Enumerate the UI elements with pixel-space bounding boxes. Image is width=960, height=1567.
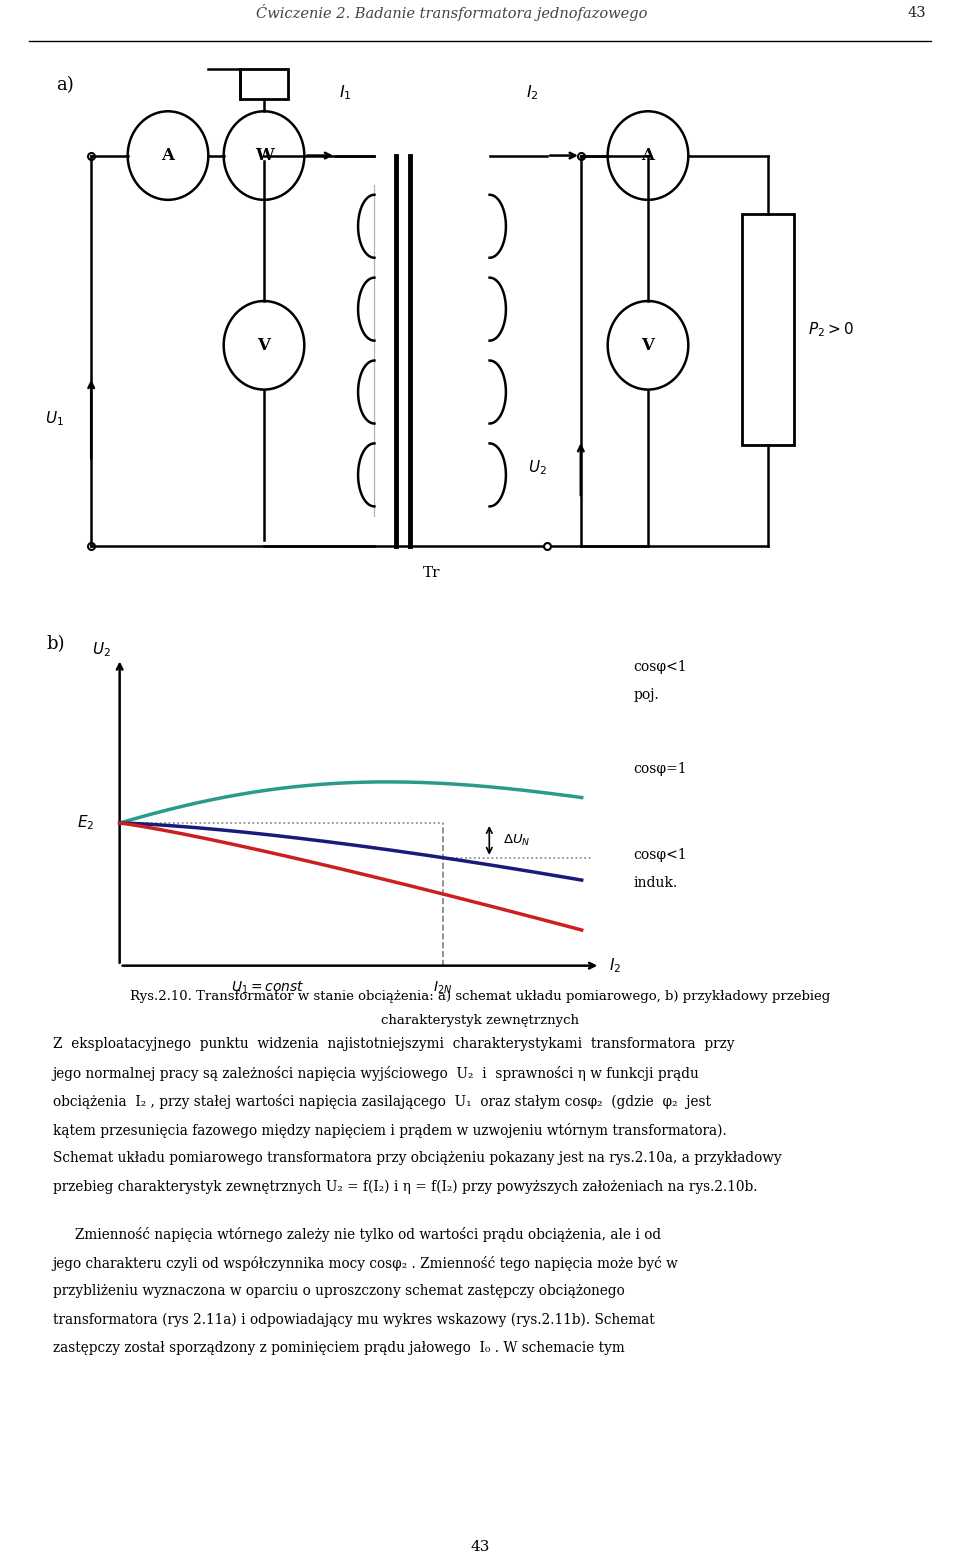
Text: $I_2$: $I_2$: [610, 956, 621, 975]
Text: V: V: [257, 337, 271, 354]
Text: $P_2>0$: $P_2>0$: [808, 320, 854, 338]
Text: 43: 43: [470, 1540, 490, 1554]
Text: V: V: [641, 337, 655, 354]
Text: jego charakteru czyli od współczynnika mocy cosφ₂ . Zmienność tego napięcia może: jego charakteru czyli od współczynnika m…: [53, 1255, 679, 1271]
Text: charakterystyk zewnętrznych: charakterystyk zewnętrznych: [381, 1014, 579, 1026]
Text: $\Delta U_N$: $\Delta U_N$: [503, 832, 531, 848]
Text: induk.: induk.: [634, 876, 678, 890]
Text: W: W: [254, 147, 274, 165]
Text: A: A: [641, 147, 655, 165]
Text: Tr: Tr: [423, 566, 441, 580]
Text: $I_1$: $I_1$: [339, 83, 352, 102]
Text: przybliżeniu wyznaczona w oparciu o uproszczony schemat zastępczy obciążonego: przybliżeniu wyznaczona w oparciu o upro…: [53, 1285, 625, 1299]
Text: $I_{2N}$: $I_{2N}$: [433, 979, 453, 997]
Text: 43: 43: [908, 6, 926, 19]
Text: zastępczy został sporządzony z pominięciem prądu jałowego  I₀ . W schemacie tym: zastępczy został sporządzony z pominięci…: [53, 1341, 625, 1355]
Text: kątem przesunięcia fazowego między napięciem i prądem w uzwojeniu wtórnym transf: kątem przesunięcia fazowego między napię…: [53, 1124, 727, 1138]
Text: Rys.2.10. Transformator w stanie obciążenia: a) schemat układu pomiarowego, b) p: Rys.2.10. Transformator w stanie obciąże…: [130, 990, 830, 1003]
Text: cosφ=1: cosφ=1: [634, 762, 687, 776]
Text: obciążenia  I₂ , przy stałej wartości napięcia zasilającego  U₁  oraz stałym cos: obciążenia I₂ , przy stałej wartości nap…: [53, 1094, 710, 1109]
Text: A: A: [161, 147, 175, 165]
Text: cosφ<1: cosφ<1: [634, 848, 687, 862]
Text: b): b): [46, 635, 64, 652]
Text: Z  eksploatacyjnego  punktu  widzenia  najistotniejszymi  charakterystykami  tra: Z eksploatacyjnego punktu widzenia najis…: [53, 1037, 734, 1051]
Text: $E_2$: $E_2$: [77, 813, 94, 832]
Text: Schemat układu pomiarowego transformatora przy obciążeniu pokazany jest na rys.2: Schemat układu pomiarowego transformator…: [53, 1152, 781, 1166]
Text: $U_2$: $U_2$: [528, 458, 547, 476]
Text: a): a): [56, 77, 73, 94]
Text: transformatora (rys 2.11a) i odpowiadający mu wykres wskazowy (rys.2.11b). Schem: transformatora (rys 2.11a) i odpowiadają…: [53, 1313, 655, 1327]
Text: $U_2$: $U_2$: [92, 639, 110, 658]
Text: cosφ<1: cosφ<1: [634, 660, 687, 674]
Text: $U_1$: $U_1$: [45, 409, 64, 428]
Text: przebieg charakterystyk zewnętrznych U₂ = f(I₂) i η = f(I₂) przy powyższych zało: przebieg charakterystyk zewnętrznych U₂ …: [53, 1180, 757, 1194]
Text: Ćwiczenie 2. Badanie transformatora jednofazowego: Ćwiczenie 2. Badanie transformatora jedn…: [255, 5, 647, 20]
Text: jego normalnej pracy są zależności napięcia wyjściowego  U₂  i  sprawności η w f: jego normalnej pracy są zależności napię…: [53, 1066, 700, 1081]
Text: Zmienność napięcia wtórnego zależy nie tylko od wartości prądu obciążenia, ale i: Zmienność napięcia wtórnego zależy nie t…: [53, 1227, 660, 1243]
Text: $I_2$: $I_2$: [526, 83, 540, 102]
Text: $U_1=const$: $U_1=const$: [230, 979, 304, 997]
Text: poj.: poj.: [634, 688, 660, 702]
